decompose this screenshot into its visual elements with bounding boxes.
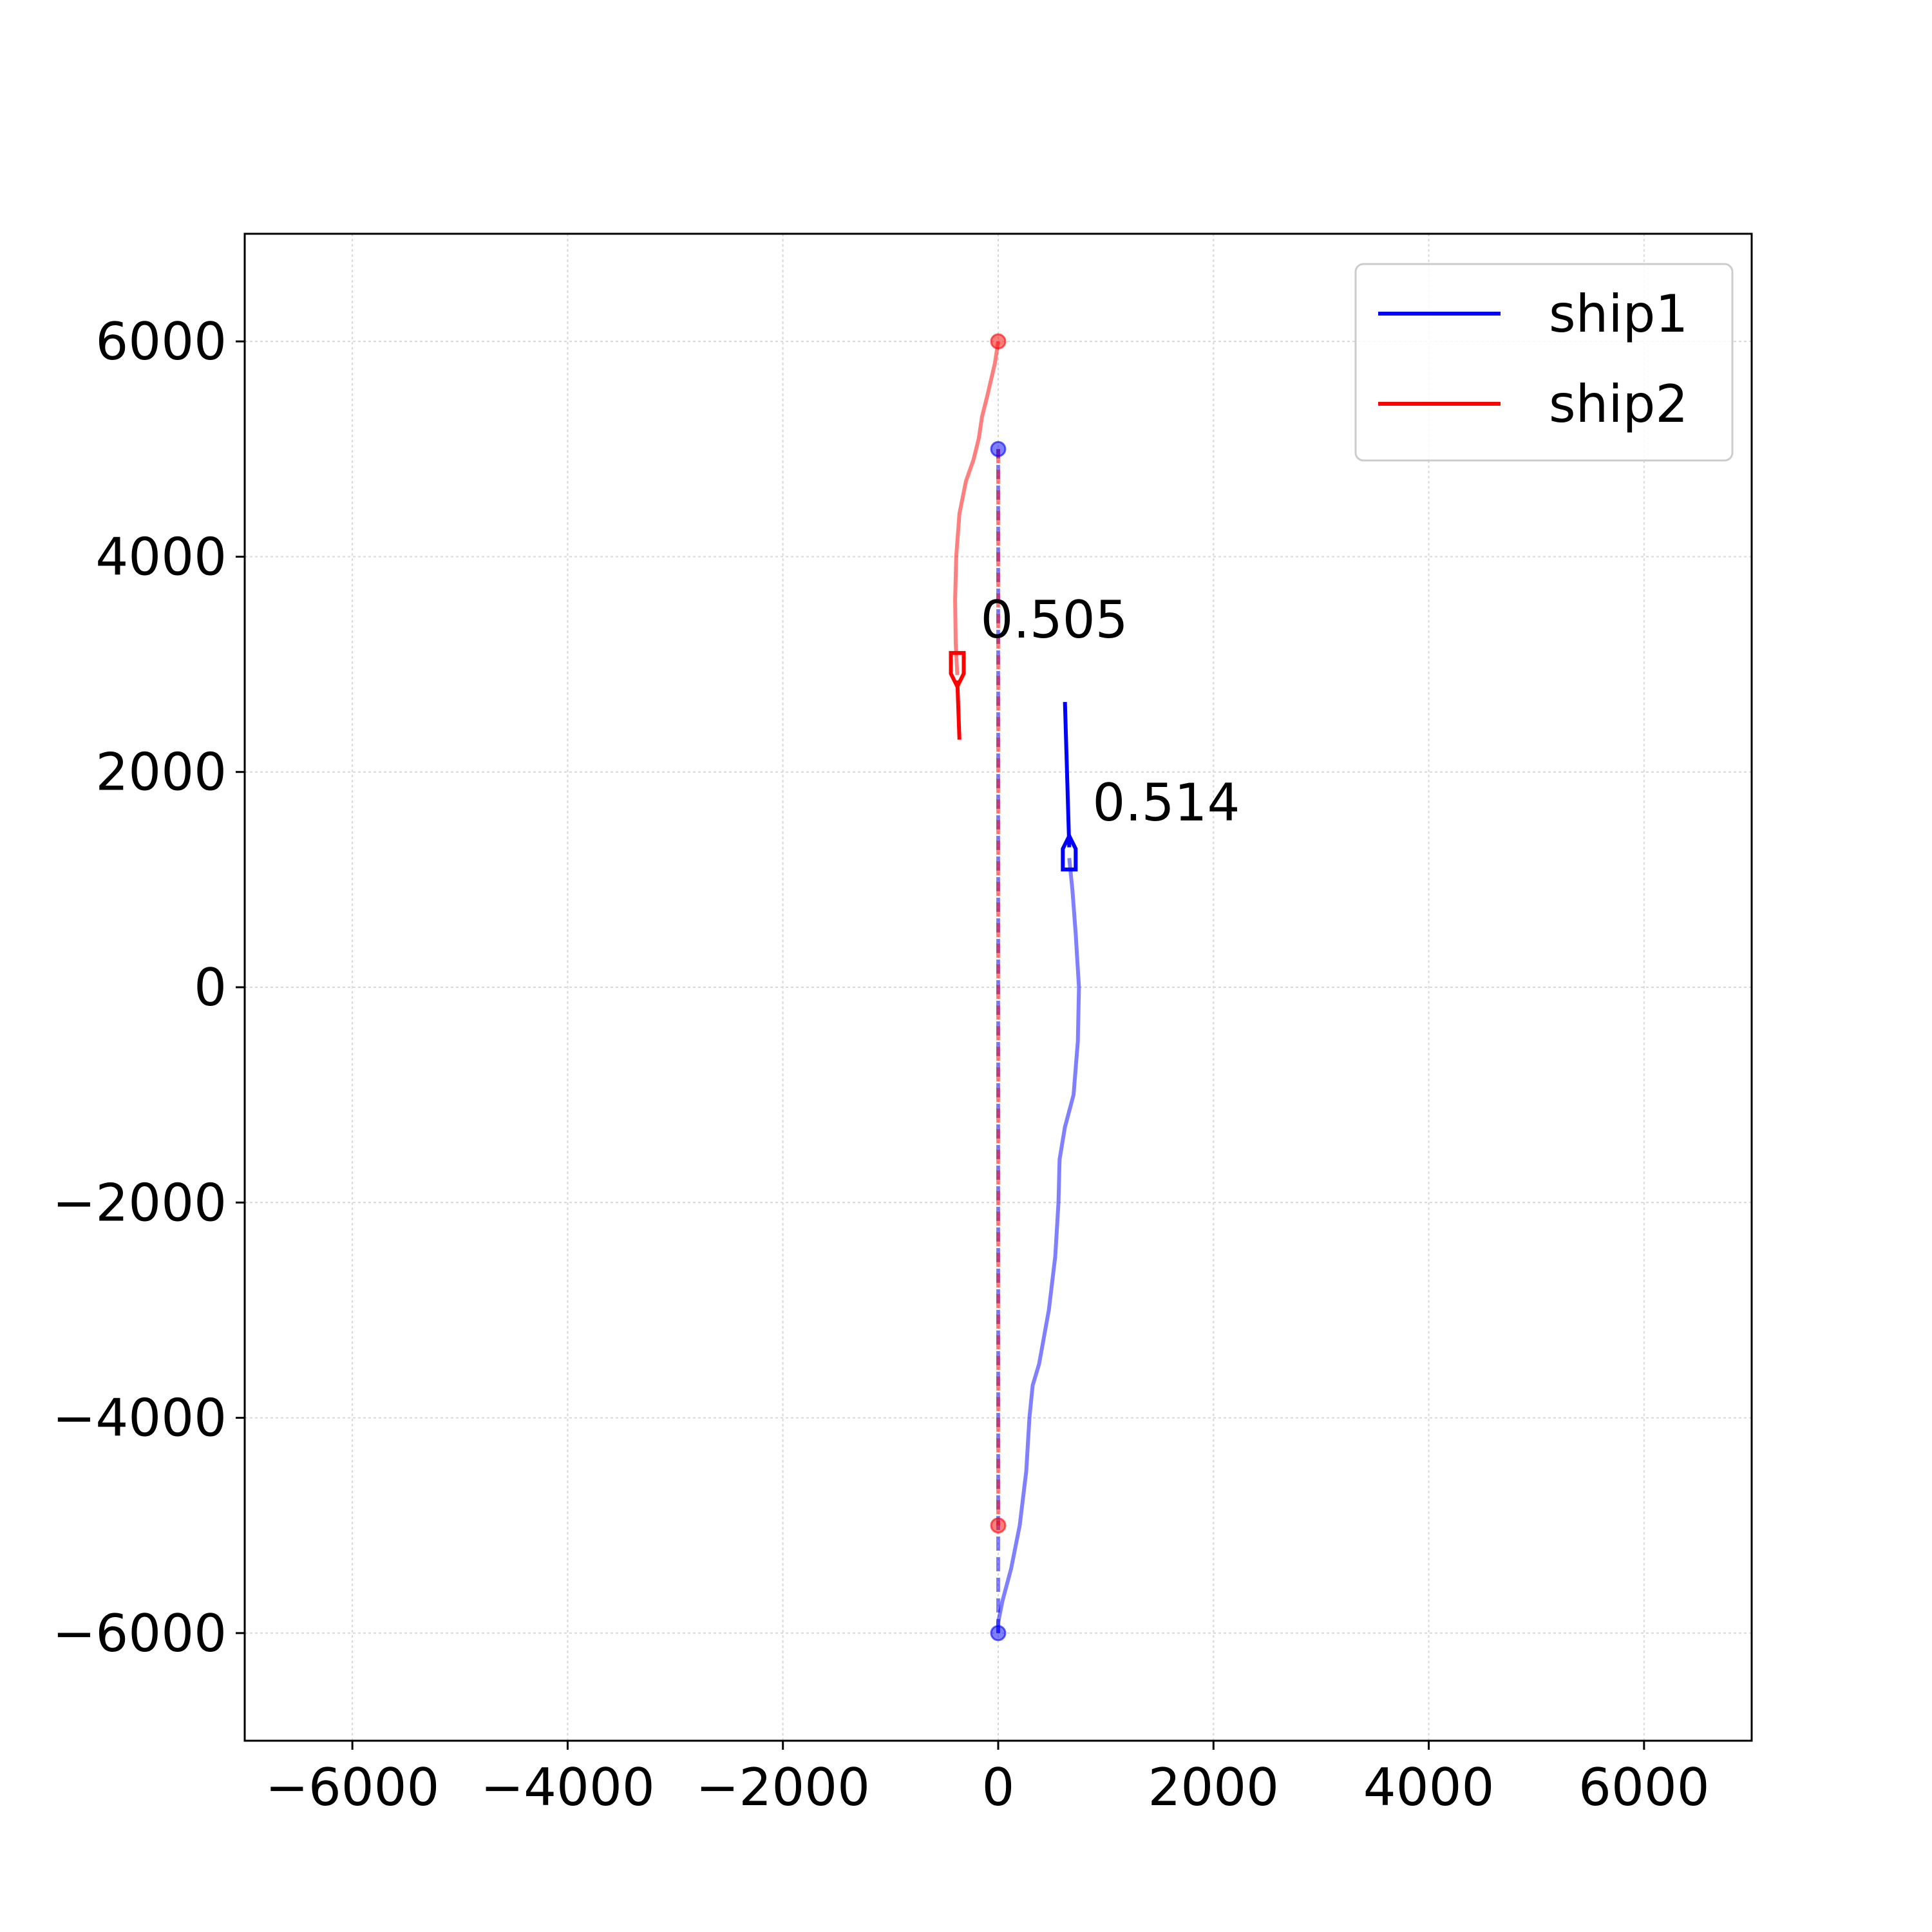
trajectory-ship1 [996, 858, 1081, 1633]
waypoint-marker [990, 440, 1007, 457]
heading-line-ship2 [955, 680, 961, 740]
waypoint-markers [990, 333, 1007, 1642]
y-tick-label: −4000 [52, 1388, 227, 1448]
ship-glyph-ship1 [1061, 831, 1078, 872]
x-tick-label: 2000 [1148, 1757, 1279, 1817]
y-tick-label: −2000 [52, 1173, 227, 1233]
y-tick-label: 6000 [95, 312, 227, 372]
annotation-ship1: 0.514 [1092, 773, 1240, 833]
axis-ticks: −6000 −4000 −2000 0 2000 4000 6000 −6000 −4000 −2… [52, 312, 1709, 1817]
x-tick-label: 0 [982, 1757, 1015, 1817]
annotation-ship2: 0.505 [980, 590, 1128, 650]
legend-label-ship1: ship1 [1549, 284, 1688, 344]
y-tick-label: −6000 [52, 1604, 227, 1663]
annotations: 0.514 0.505 [980, 590, 1240, 833]
ships [949, 650, 1078, 872]
heading-line-ship1 [1063, 701, 1072, 848]
x-tick-label: 6000 [1578, 1757, 1710, 1817]
legend-label-ship2: ship2 [1549, 374, 1688, 434]
legend: ship1 ship2 [1354, 263, 1734, 462]
waypoint-marker [990, 1625, 1007, 1642]
waypoint-marker [990, 333, 1007, 350]
waypoint-marker [990, 1517, 1007, 1534]
y-tick-label: 0 [194, 958, 227, 1018]
y-tick-label: 4000 [95, 527, 227, 587]
ship-glyph-ship2 [949, 650, 966, 691]
trajectory-ship2 [953, 341, 1000, 676]
x-tick-label: −6000 [265, 1757, 440, 1817]
y-tick-label: 2000 [95, 743, 227, 802]
x-tick-label: 4000 [1363, 1757, 1495, 1817]
x-tick-label: −2000 [696, 1757, 870, 1817]
x-tick-label: −4000 [480, 1757, 655, 1817]
trajectories [953, 341, 1081, 1633]
